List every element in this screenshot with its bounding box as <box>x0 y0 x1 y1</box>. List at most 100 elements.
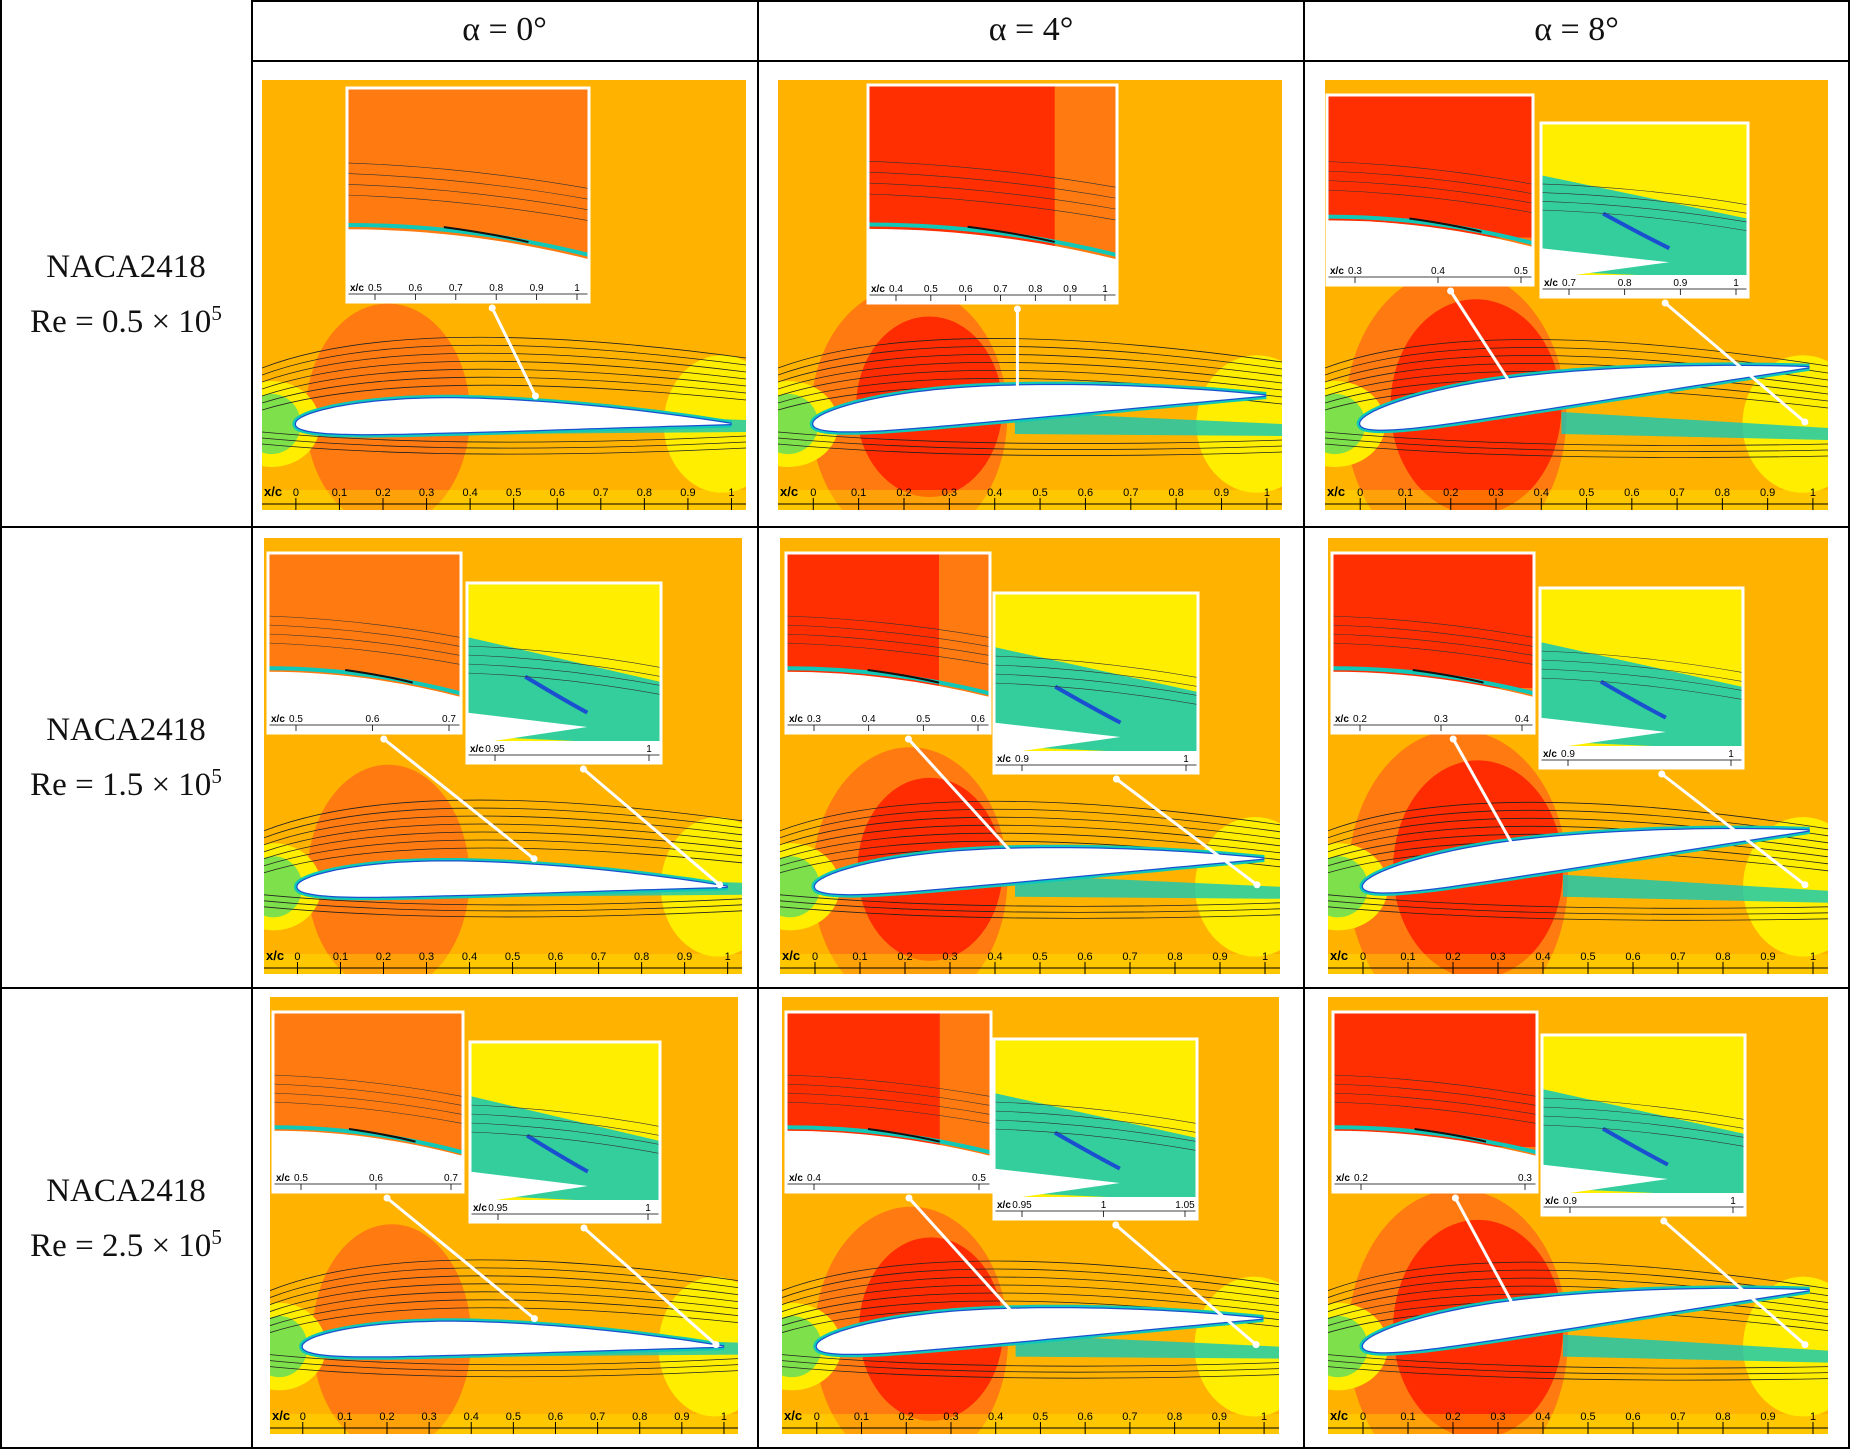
x-tick-label: 0.5 <box>1032 951 1047 963</box>
inset-tick-label: 0.3 <box>807 714 821 725</box>
inset-streamline <box>785 642 991 665</box>
streamline <box>264 815 742 846</box>
inset-separation-bubble <box>967 225 1055 243</box>
inset-tick-label: 1 <box>574 283 580 294</box>
streamline <box>264 894 742 906</box>
inset-frame <box>465 581 663 765</box>
column-header-alpha-4: α = 4° <box>988 11 1074 48</box>
inset-tick-label: 0.7 <box>444 1173 458 1184</box>
x-tick-label: 0.5 <box>1033 1411 1048 1423</box>
x-tick-label: 0.9 <box>1212 951 1227 963</box>
streamline <box>264 831 742 860</box>
inset-boundary-layer <box>267 666 462 696</box>
inset-streamline <box>1332 1083 1538 1106</box>
inset-trailing-edge <box>994 1168 1120 1201</box>
inset-axis-background <box>347 280 589 302</box>
pointer-arrow-head <box>1253 881 1261 889</box>
x-axis-name: x/c <box>782 948 800 963</box>
x-tick-label: 0 <box>814 1411 820 1423</box>
x-tick-label: 0.1 <box>851 487 866 499</box>
inset-streamline <box>1541 1124 1746 1147</box>
pointer-arrow-head <box>1112 775 1120 783</box>
x-tick-label: 0.6 <box>1077 951 1092 963</box>
streamline <box>264 807 742 839</box>
streamline <box>782 1292 1279 1319</box>
inset-streamline <box>267 633 462 656</box>
inset-streamline <box>1541 1115 1746 1138</box>
streamline <box>782 1268 1279 1298</box>
streamline <box>778 370 1282 397</box>
pointer-arrow <box>583 1226 717 1346</box>
flow-contour-plot: x/c 0 0.1 0.2 0.3 0.4 0.5 0.6 0.7 0.8 0.9 1 x/c 0.5 0.… <box>270 997 738 1434</box>
streamline <box>1328 894 1828 909</box>
x-tick-label: 0.4 <box>462 487 477 499</box>
x-tick-label: 1 <box>1261 1411 1267 1423</box>
inset-axis-background <box>994 1197 1197 1219</box>
x-tick-label: 0.6 <box>1625 1411 1640 1423</box>
inset-tick-label: 0.4 <box>1515 714 1529 725</box>
pointer-arrow-head <box>1447 287 1455 295</box>
inset-tick-label: 0.7 <box>449 283 463 294</box>
inset-tick-label: 0.9 <box>1673 278 1687 289</box>
inset-streamline <box>867 161 1118 188</box>
inset-axis-name: x/c <box>350 283 364 294</box>
column-divider-1 <box>757 0 759 1449</box>
inset-trailing-edge <box>1541 248 1670 280</box>
x-tick-label: 0.6 <box>550 487 565 499</box>
flow-contour-plot: x/c 0 0.1 0.2 0.3 0.4 0.5 0.6 0.7 0.8 0.9 1 x/c 0.4 0.… <box>778 80 1282 510</box>
pointer-arrow <box>386 1196 536 1320</box>
x-axis-name: x/c <box>272 1408 290 1423</box>
inset-wake <box>994 1093 1197 1201</box>
x-tick-label: 0.4 <box>987 487 1002 499</box>
pointer-arrow <box>1660 772 1806 886</box>
inset-wake <box>1542 1089 1745 1197</box>
label-column-divider <box>251 0 253 1449</box>
inset-frame <box>1539 121 1750 299</box>
zoom-inset: x/c 0.9 1 <box>1538 586 1745 770</box>
streamline <box>264 823 742 853</box>
x-tick-label: 0.7 <box>1669 487 1684 499</box>
streamline <box>270 1291 738 1319</box>
x-tick-label: 0.8 <box>1715 487 1730 499</box>
pointer-arrow-head <box>905 1194 913 1202</box>
inset-streamline <box>466 654 662 677</box>
flow-panel-re0.5-alpha8: x/c 0 0.1 0.2 0.3 0.4 0.5 0.6 0.7 0.8 0.9 1 x/c 0.3 0.… <box>1325 80 1828 510</box>
inset-separation-bubble <box>348 1128 416 1143</box>
x-tick-label: 0.5 <box>1032 487 1047 499</box>
inset-axis-name: x/c <box>997 1200 1011 1211</box>
zoom-inset: x/c 0.2 0.3 0.4 <box>1330 551 1536 735</box>
inset-wake <box>470 1096 660 1204</box>
inset-streamline <box>993 1110 1198 1133</box>
pointer-arrow-head <box>1014 855 1021 863</box>
pointer-arrow <box>1454 1197 1522 1320</box>
pointer-arrow <box>1449 290 1520 397</box>
inset-axis-background <box>268 711 461 733</box>
pointer-arrow <box>1451 738 1522 860</box>
inset-tick-label: 0.5 <box>924 284 938 295</box>
streamline <box>780 800 1280 832</box>
x-tick-label: 0.1 <box>1398 487 1413 499</box>
streamline <box>782 1260 1279 1291</box>
inset-suction-region <box>1332 553 1534 688</box>
zoom-inset: x/c 0.95 1 <box>465 581 663 765</box>
streamline <box>1328 1354 1828 1369</box>
x-axis-name: x/c <box>780 484 798 499</box>
streamline <box>780 832 1280 860</box>
x-axis-name: x/c <box>1330 1408 1348 1423</box>
streamline <box>264 900 742 912</box>
inset-boundary-layer <box>272 1125 464 1155</box>
inset-tick-label: 0.2 <box>1353 714 1367 725</box>
streamline <box>262 344 746 376</box>
table-border-bottom <box>0 1447 1850 1449</box>
streamline <box>1325 437 1828 452</box>
inset-separation-bubble <box>1054 684 1122 725</box>
inset-tick-label: 0.4 <box>862 714 876 725</box>
streamline <box>780 906 1280 919</box>
streamline <box>778 346 1282 376</box>
inset-streamline <box>1331 624 1535 647</box>
inset-tick-label: 1.05 <box>1175 1200 1195 1211</box>
inset-frame <box>1540 1033 1747 1217</box>
streamline <box>1328 1360 1828 1375</box>
inset-streamline <box>1331 642 1535 665</box>
